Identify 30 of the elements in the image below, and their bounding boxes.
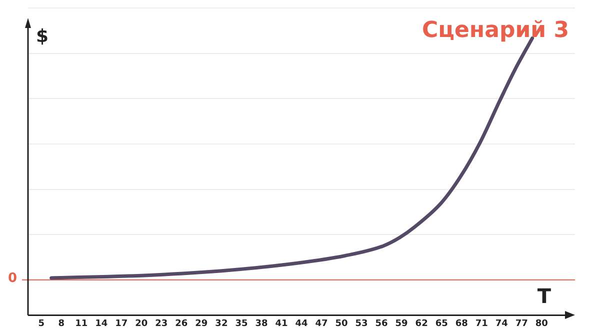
x-tick-label: 65: [435, 318, 448, 329]
x-tick-label: 59: [395, 318, 408, 329]
x-tick-label: 74: [495, 318, 508, 329]
chart-title: Сценарий 3: [422, 18, 569, 43]
x-tick-label: 23: [155, 318, 168, 329]
x-tick-label: 14: [95, 318, 108, 329]
x-tick-label: 11: [75, 318, 88, 329]
x-tick-label: 38: [255, 318, 268, 329]
x-tick-label: 68: [455, 318, 468, 329]
x-tick-label: 17: [115, 318, 128, 329]
x-tick-label: 5: [38, 318, 44, 329]
x-tick-label: 50: [335, 318, 348, 329]
x-axis-title: T: [537, 284, 551, 308]
x-tick-label: 26: [175, 318, 188, 329]
x-tick-label: 77: [515, 318, 528, 329]
x-tick-label: 44: [295, 318, 308, 329]
y-axis-title: $: [36, 26, 49, 47]
x-tick-label: 71: [475, 318, 488, 329]
ref-line-label: 0: [8, 270, 18, 286]
x-tick-label: 41: [275, 318, 288, 329]
x-tick-label: 35: [235, 318, 248, 329]
x-tick-label: 20: [135, 318, 148, 329]
x-tick-label: 47: [315, 318, 328, 329]
x-tick-label: 29: [195, 318, 208, 329]
x-tick-label: 56: [375, 318, 388, 329]
x-tick-label: 8: [58, 318, 64, 329]
x-tick-label: 32: [215, 318, 228, 329]
x-tick-label: 53: [355, 318, 368, 329]
x-tick-label: 80: [535, 318, 548, 329]
x-tick-label: 62: [415, 318, 428, 329]
